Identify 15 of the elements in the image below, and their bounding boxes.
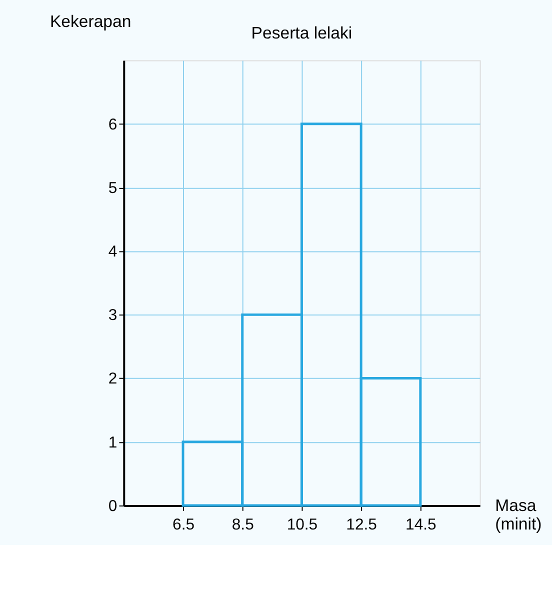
y-tick-label: 2 bbox=[108, 370, 118, 388]
x-tick-label: 12.5 bbox=[346, 516, 378, 534]
y-tick-label: 5 bbox=[108, 180, 118, 197]
chart-title: Peserta lelaki bbox=[251, 24, 352, 43]
x-tick-label: 14.5 bbox=[406, 516, 437, 534]
x-axis-title: Masa (minit) bbox=[495, 496, 542, 534]
y-tick-label: 4 bbox=[108, 244, 118, 261]
y-tick-label: 6 bbox=[108, 116, 118, 134]
y-tick-label: 3 bbox=[108, 307, 118, 324]
x-tick-label: 10.5 bbox=[286, 516, 318, 534]
x-tick-label: 6.5 bbox=[172, 516, 195, 534]
y-axis-title: Kekerapan bbox=[50, 12, 132, 32]
x-tick-label: 8.5 bbox=[232, 516, 254, 534]
y-tick-label: 0 bbox=[108, 498, 118, 515]
y-tick-label: 1 bbox=[108, 434, 118, 452]
